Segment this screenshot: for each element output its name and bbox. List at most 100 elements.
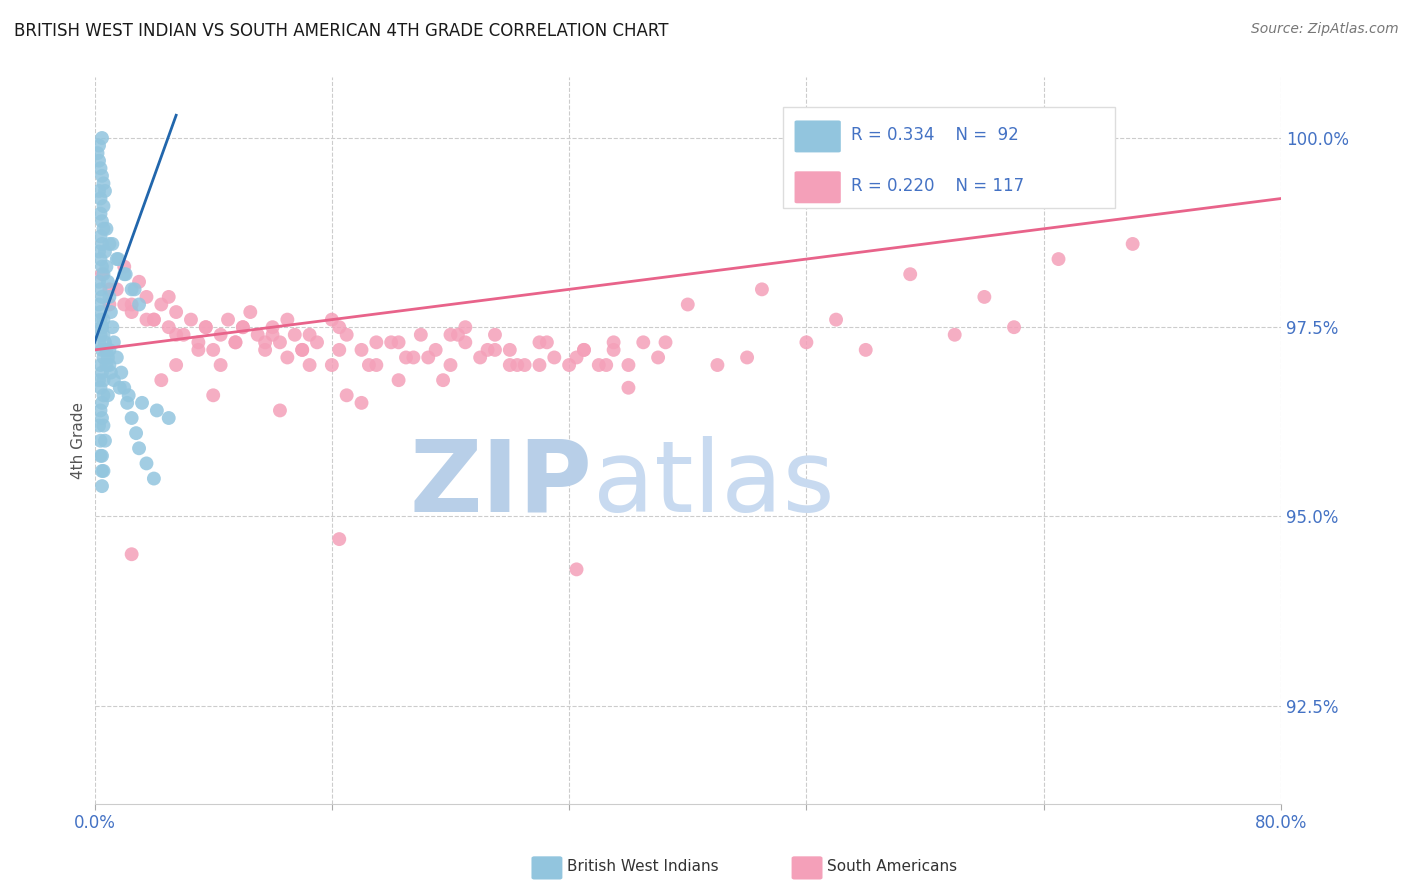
Point — [269, 335, 291, 350]
Point — [328, 343, 350, 357]
Point — [91, 479, 114, 493]
Point — [91, 320, 114, 334]
Point — [121, 297, 143, 311]
Point — [224, 335, 246, 350]
Point — [96, 358, 118, 372]
Point — [98, 290, 121, 304]
Point — [107, 252, 129, 266]
Point — [93, 464, 115, 478]
Point — [336, 388, 359, 402]
Point — [93, 351, 115, 365]
Point — [536, 335, 558, 350]
Point — [529, 335, 551, 350]
Point — [101, 236, 124, 251]
Point — [298, 358, 321, 372]
Point — [321, 358, 343, 372]
Point — [142, 312, 165, 326]
Point — [409, 327, 432, 342]
Point — [89, 381, 111, 395]
Point — [262, 320, 284, 334]
Point — [572, 343, 595, 357]
Point — [454, 320, 477, 334]
Text: South Americans: South Americans — [827, 859, 957, 873]
Point — [209, 358, 232, 372]
Point — [86, 146, 108, 161]
Point — [477, 343, 499, 357]
Point — [128, 297, 150, 311]
Point — [735, 351, 758, 365]
Point — [150, 297, 173, 311]
Point — [112, 297, 135, 311]
Point — [91, 366, 114, 380]
Point — [89, 252, 111, 266]
Point — [87, 297, 110, 311]
Point — [91, 464, 114, 478]
Point — [387, 373, 409, 387]
Point — [202, 343, 225, 357]
Point — [94, 335, 117, 350]
Point — [128, 275, 150, 289]
Point — [588, 358, 610, 372]
Point — [232, 320, 254, 334]
Point — [825, 312, 848, 326]
Point — [93, 418, 115, 433]
Point — [291, 343, 314, 357]
Point — [93, 388, 115, 402]
Text: atlas: atlas — [593, 436, 835, 533]
Point — [98, 358, 121, 372]
Point — [103, 335, 125, 350]
Text: ZIP: ZIP — [411, 436, 593, 533]
Point — [187, 335, 209, 350]
Point — [165, 358, 187, 372]
Point — [135, 457, 157, 471]
Point — [93, 312, 115, 326]
Point — [202, 388, 225, 402]
Point — [484, 343, 506, 357]
Text: British West Indians: British West Indians — [567, 859, 718, 873]
Point — [91, 214, 114, 228]
FancyBboxPatch shape — [783, 106, 1115, 208]
Point — [112, 267, 135, 281]
Point — [94, 184, 117, 198]
FancyBboxPatch shape — [794, 120, 841, 153]
Point — [142, 471, 165, 485]
Point — [124, 282, 146, 296]
Point — [142, 312, 165, 326]
Point — [165, 305, 187, 319]
Point — [617, 358, 640, 372]
Point — [366, 358, 388, 372]
Point — [97, 388, 120, 402]
Point — [97, 351, 120, 365]
FancyBboxPatch shape — [794, 171, 841, 203]
Point — [87, 138, 110, 153]
Point — [91, 343, 114, 357]
Point — [513, 358, 536, 372]
Point — [209, 327, 232, 342]
Point — [173, 327, 195, 342]
Point — [93, 199, 115, 213]
Point — [98, 282, 121, 296]
Point — [796, 335, 818, 350]
Point — [114, 267, 136, 281]
Point — [633, 335, 655, 350]
Point — [87, 418, 110, 433]
Point — [595, 358, 617, 372]
Point — [91, 236, 114, 251]
Point — [395, 351, 418, 365]
Point — [291, 343, 314, 357]
Point — [973, 290, 995, 304]
Point — [118, 388, 141, 402]
Point — [121, 282, 143, 296]
Point — [121, 411, 143, 425]
Point — [898, 267, 921, 281]
Point — [194, 320, 217, 334]
Point — [101, 320, 124, 334]
Point — [89, 305, 111, 319]
Point — [328, 532, 350, 546]
Point — [89, 449, 111, 463]
Point — [305, 335, 328, 350]
Point — [115, 396, 138, 410]
Point — [112, 260, 135, 274]
Point — [246, 327, 269, 342]
Point — [439, 327, 461, 342]
